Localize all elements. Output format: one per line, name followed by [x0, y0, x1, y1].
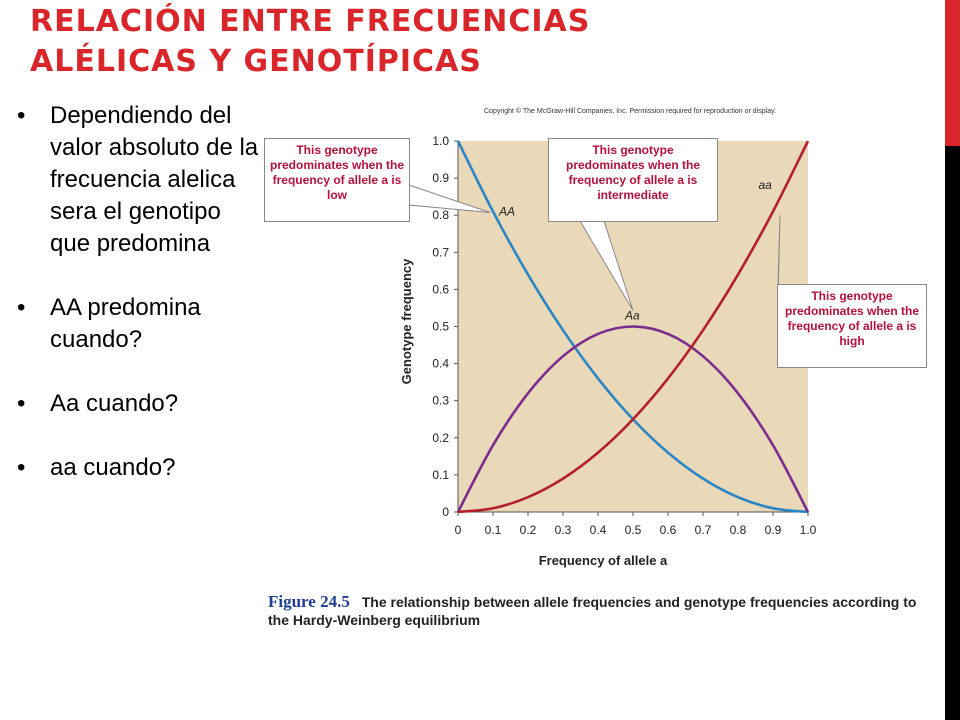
figure-caption-text: The relationship between allele frequenc… — [268, 594, 917, 628]
x-tick-label: 0.7 — [695, 523, 712, 537]
series-line-aa-recessive — [457, 140, 810, 514]
x-tick-label: 0.1 — [485, 523, 502, 537]
series-label: Aa — [624, 309, 640, 323]
y-tick-label: 0 — [442, 505, 449, 519]
y-tick-label: 0.6 — [432, 282, 449, 296]
slide-title-line2: alélicas y genotípicas — [30, 44, 482, 79]
x-tick-label: 0 — [455, 523, 462, 537]
y-tick-label: 0.3 — [432, 394, 449, 408]
accent-bar-black — [945, 146, 960, 720]
y-axis-label: Genotype frequency — [399, 258, 414, 384]
x-tick-label: 0.8 — [730, 523, 747, 537]
y-tick-label: 0.4 — [432, 357, 449, 371]
x-tick-label: 0.5 — [625, 523, 642, 537]
x-tick-label: 1.0 — [800, 523, 817, 537]
bullet-list: Dependiendo del valor absoluto de la fre… — [17, 100, 267, 516]
bullet-item: AA predomina cuando? — [17, 292, 267, 356]
figure-number: Figure 24.5 — [268, 592, 350, 611]
copyright-notice: Copyright © The McGraw-Hill Companies, I… — [484, 108, 777, 115]
x-tick-label: 0.6 — [660, 523, 677, 537]
y-tick-label: 0.2 — [432, 431, 449, 445]
x-axis-label: Frequency of allele a — [539, 553, 668, 568]
y-tick-label: 1.0 — [432, 134, 449, 148]
x-tick-label: 0.9 — [765, 523, 782, 537]
y-tick-label: 0.9 — [432, 171, 449, 185]
series-line-aa-dominant — [456, 140, 809, 514]
x-tick-label: 0.4 — [590, 523, 607, 537]
callout-intermediate: This genotype predominates when the freq… — [548, 138, 718, 222]
accent-bar-red — [945, 0, 960, 146]
series-label: AA — [498, 204, 515, 218]
callout-intermediate-text: This genotype predominates when the freq… — [565, 143, 701, 202]
bullet-item: Dependiendo del valor absoluto de la fre… — [17, 100, 267, 260]
callout-high: This genotype predominates when the freq… — [777, 284, 927, 368]
series-line-aa-het — [456, 325, 810, 513]
callout-low-text: This genotype predominates when the freq… — [269, 143, 405, 202]
callout-high-text: This genotype predominates when the freq… — [784, 289, 920, 348]
y-tick-label: 0.5 — [432, 320, 449, 334]
slide-title: Relación entre frecuencias alélicas y ge… — [30, 2, 910, 82]
x-tick-label: 0.3 — [555, 523, 572, 537]
y-tick-label: 0.8 — [432, 208, 449, 222]
slide-title-line1: Relación entre frecuencias — [30, 4, 591, 39]
bullet-item: Aa cuando? — [17, 388, 267, 420]
y-tick-label: 0.1 — [432, 468, 449, 482]
callout-low: This genotype predominates when the freq… — [264, 138, 410, 222]
x-tick-label: 0.2 — [520, 523, 537, 537]
y-tick-label: 0.7 — [432, 245, 449, 259]
series-label: aa — [759, 178, 773, 192]
figure-caption: Figure 24.5 The relationship between all… — [268, 593, 918, 629]
bullet-item: aa cuando? — [17, 452, 267, 484]
